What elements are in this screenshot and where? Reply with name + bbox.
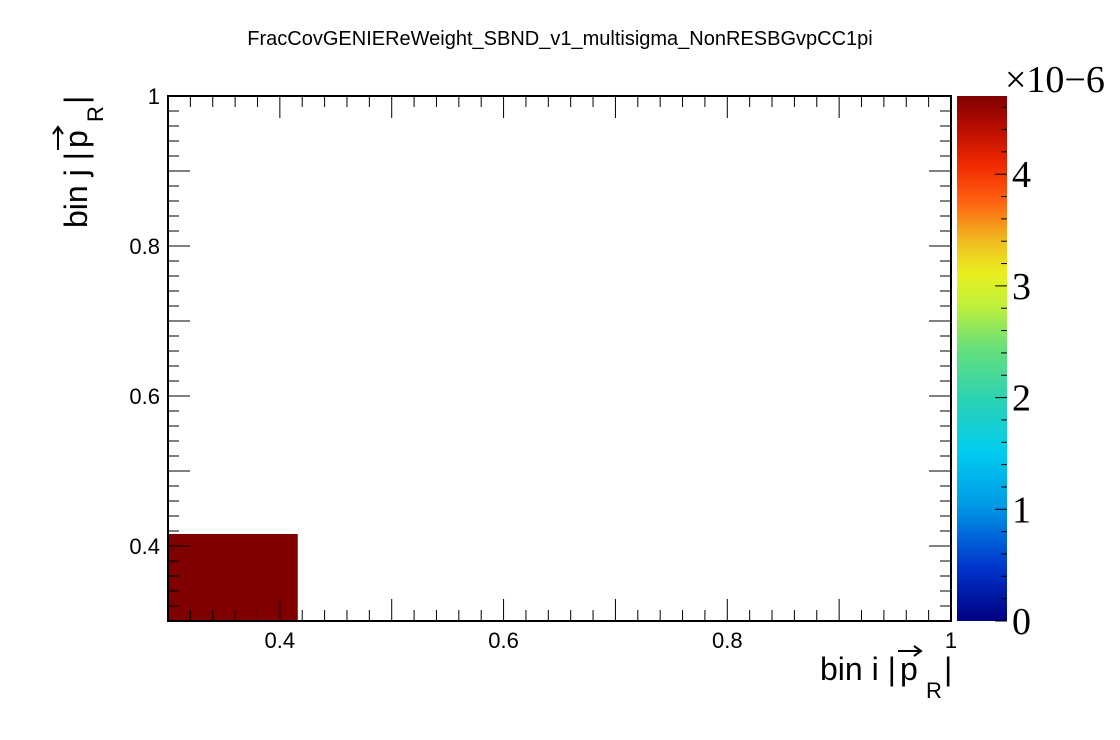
- svg-text:p: p: [58, 130, 94, 148]
- x-tick-label: 0.4: [265, 628, 296, 653]
- svg-text:|: |: [944, 651, 952, 687]
- y-tick-labels: 0.4 0.6 0.8 1: [129, 84, 160, 559]
- x-tick-label: 0.8: [712, 628, 743, 653]
- color-scale-tick-label: 1: [1012, 489, 1031, 531]
- plot-frame: [167, 95, 952, 622]
- x-tick-labels: 0.4 0.6 0.8 1: [265, 628, 958, 653]
- svg-text:R: R: [926, 678, 942, 703]
- color-scale-ticks: 0 1 2 3 4: [995, 106, 1031, 643]
- color-scale-tick-label: 3: [1012, 266, 1031, 308]
- svg-text:R: R: [83, 106, 108, 122]
- y-axis-title: bin j | p R |: [52, 96, 108, 228]
- color-scale-tick-label: 2: [1012, 378, 1031, 420]
- heatmap-cell: [168, 534, 298, 621]
- color-scale-exponent: ×10−6: [1005, 59, 1105, 101]
- y-tick-label: 0.6: [129, 384, 160, 409]
- x-axis-title: bin i | p R |: [820, 645, 952, 703]
- y-tick-label: 0.8: [129, 234, 160, 259]
- y-tick-label: 0.4: [129, 534, 160, 559]
- svg-text:p: p: [900, 651, 918, 687]
- color-scale-bar: [957, 96, 1007, 621]
- x-tick-label: 1: [945, 628, 957, 653]
- heatmap-cells: [168, 534, 298, 621]
- axis-ticks: [167, 95, 952, 622]
- chart-title: FracCovGENIEReWeight_SBND_v1_multisigma_…: [247, 28, 872, 50]
- svg-text:bin j |: bin j |: [58, 152, 94, 228]
- y-tick-label: 1: [148, 84, 160, 109]
- color-scale-tick-label: 4: [1012, 154, 1031, 196]
- svg-text:|: |: [58, 96, 94, 104]
- x-tick-label: 0.6: [488, 628, 519, 653]
- svg-text:bin i |: bin i |: [820, 651, 896, 687]
- color-scale-tick-label: 0: [1012, 601, 1031, 643]
